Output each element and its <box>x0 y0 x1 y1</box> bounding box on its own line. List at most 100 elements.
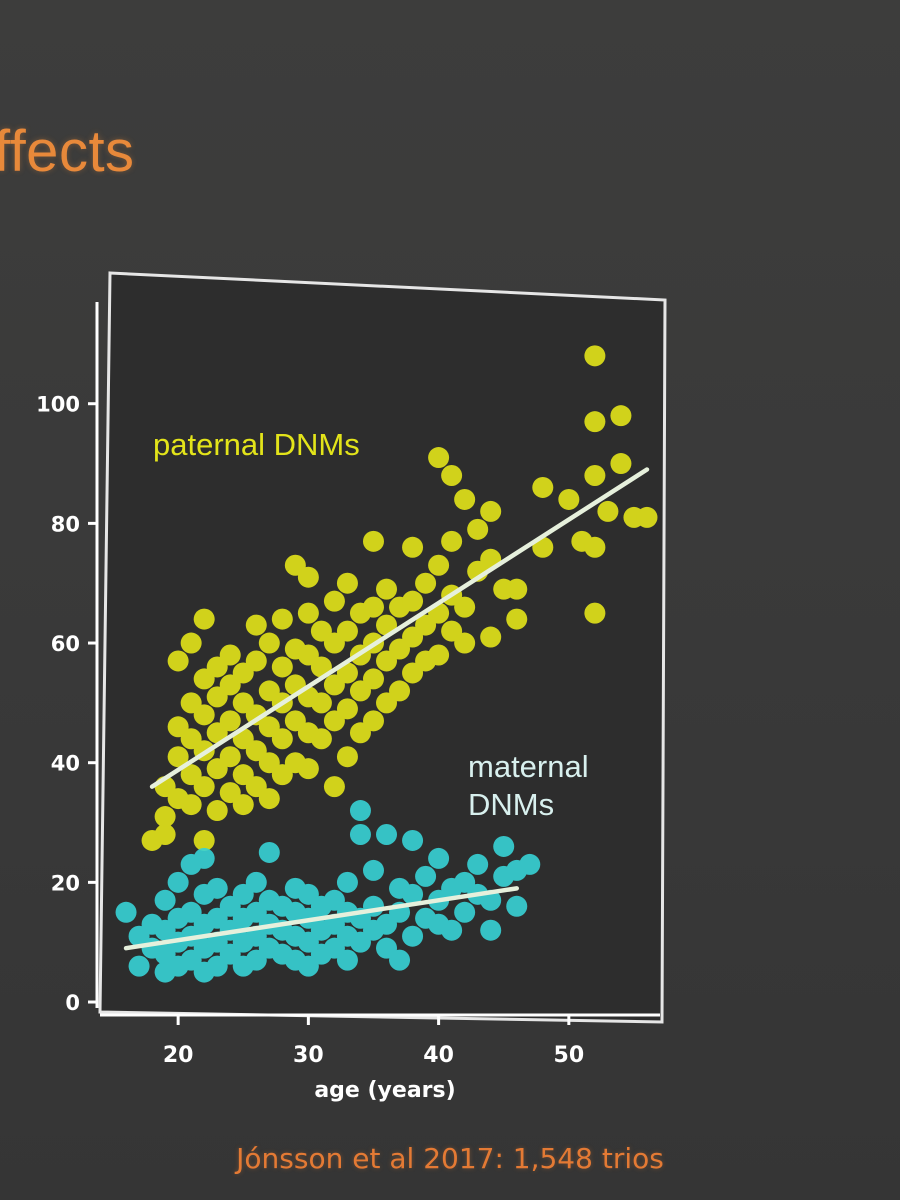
maternal-point-25 <box>206 877 228 899</box>
maternal-point-40 <box>258 841 280 863</box>
paternal-point-71 <box>336 662 358 684</box>
y-tick-label-100: 100 <box>36 393 80 417</box>
x-tick-label-40: 40 <box>423 1043 454 1068</box>
maternal-point-83 <box>441 919 463 941</box>
maternal-point-64 <box>349 823 371 845</box>
paternal-point-8 <box>180 794 202 816</box>
paternal-point-112 <box>480 500 502 522</box>
maternal-point-85 <box>454 901 476 923</box>
paternal-point-26 <box>219 710 241 732</box>
paternal-point-19 <box>206 800 228 822</box>
maternal-point-88 <box>467 853 489 875</box>
paternal-point-1 <box>154 823 176 845</box>
x-axis-label: age (years) <box>314 1078 455 1103</box>
series-layer <box>115 345 658 983</box>
paternal-point-107 <box>454 488 476 510</box>
paternal-point-114 <box>506 608 528 630</box>
paternal-point-120 <box>584 536 606 558</box>
paternal-point-5 <box>167 746 189 768</box>
paternal-point-110 <box>480 626 502 648</box>
maternal-point-12 <box>167 871 189 893</box>
paternal-point-115 <box>506 578 528 600</box>
paternal-point-12 <box>180 632 202 654</box>
paternal-point-118 <box>558 488 580 510</box>
paternal-point-93 <box>402 536 424 558</box>
paternal-point-125 <box>597 500 619 522</box>
paternal-point-39 <box>258 788 280 810</box>
paternal-point-109 <box>467 518 489 540</box>
paternal-point-29 <box>232 794 254 816</box>
paternal-point-58 <box>297 602 319 624</box>
y-tick-label-0: 0 <box>65 991 80 1015</box>
paternal-series-label: paternal DNMs <box>153 427 360 462</box>
paternal-point-86 <box>376 578 398 600</box>
maternal-point-1 <box>128 955 150 977</box>
maternal-point-95 <box>519 853 541 875</box>
maternal-point-93 <box>506 895 528 917</box>
maternal-point-61 <box>336 871 358 893</box>
x-tick-label-30: 30 <box>293 1043 324 1068</box>
paternal-point-79 <box>362 668 384 690</box>
maternal-series-label-line1: maternal <box>468 749 589 784</box>
paternal-point-78 <box>362 710 384 732</box>
maternal-point-21 <box>193 847 215 869</box>
y-tick-label-60: 60 <box>51 632 80 656</box>
maternal-point-82 <box>428 847 450 869</box>
maternal-point-89 <box>480 919 502 941</box>
paternal-point-127 <box>610 405 632 427</box>
maternal-point-75 <box>402 925 424 947</box>
maternal-point-58 <box>336 949 358 971</box>
paternal-point-70 <box>336 698 358 720</box>
paternal-point-122 <box>584 411 606 433</box>
paternal-point-81 <box>362 596 384 618</box>
maternal-point-79 <box>415 865 437 887</box>
paternal-point-13 <box>193 829 215 851</box>
y-axis: 0 20 40 60 80 100 <box>36 302 99 1015</box>
paternal-point-59 <box>297 566 319 588</box>
slide-title: ffects <box>0 119 135 184</box>
paternal-point-69 <box>336 746 358 768</box>
paternal-point-82 <box>362 530 384 552</box>
maternal-point-72 <box>389 949 411 971</box>
paternal-point-38 <box>245 614 267 636</box>
maternal-point-77 <box>402 829 424 851</box>
paternal-point-96 <box>415 572 437 594</box>
series-paternal <box>141 345 658 851</box>
paternal-point-87 <box>389 680 411 702</box>
paternal-point-68 <box>323 590 345 612</box>
paternal-point-123 <box>584 345 606 367</box>
maternal-point-71 <box>376 823 398 845</box>
paternal-point-99 <box>428 554 450 576</box>
paternal-point-64 <box>323 776 345 798</box>
paternal-fit-line <box>149 467 650 789</box>
paternal-point-73 <box>336 572 358 594</box>
paternal-point-106 <box>454 596 476 618</box>
paternal-point-124 <box>584 602 606 624</box>
paternal-point-43 <box>258 632 280 654</box>
y-tick-label-40: 40 <box>51 752 80 776</box>
x-axis: 20 30 40 50 <box>100 1013 660 1068</box>
paternal-point-97 <box>428 644 450 666</box>
paternal-point-25 <box>219 746 241 768</box>
paternal-point-105 <box>454 632 476 654</box>
paternal-point-2 <box>154 806 176 828</box>
paternal-point-28 <box>219 644 241 666</box>
paternal-point-60 <box>310 728 332 750</box>
paternal-point-72 <box>336 620 358 642</box>
paternal-point-129 <box>636 506 658 528</box>
paternal-point-85 <box>376 614 398 636</box>
y-tick-label-20: 20 <box>51 871 80 895</box>
maternal-point-76 <box>402 883 424 905</box>
maternal-point-36 <box>245 871 267 893</box>
paternal-point-48 <box>271 608 293 630</box>
paternal-point-126 <box>610 453 632 475</box>
x-tick-label-50: 50 <box>554 1043 585 1068</box>
paternal-point-47 <box>271 656 293 678</box>
x-tick-label-20: 20 <box>163 1043 194 1068</box>
paternal-point-37 <box>245 650 267 672</box>
maternal-point-0 <box>115 901 137 923</box>
paternal-point-45 <box>271 728 293 750</box>
paternal-point-104 <box>441 465 463 487</box>
paternal-point-16 <box>193 704 215 726</box>
paternal-point-100 <box>428 447 450 469</box>
